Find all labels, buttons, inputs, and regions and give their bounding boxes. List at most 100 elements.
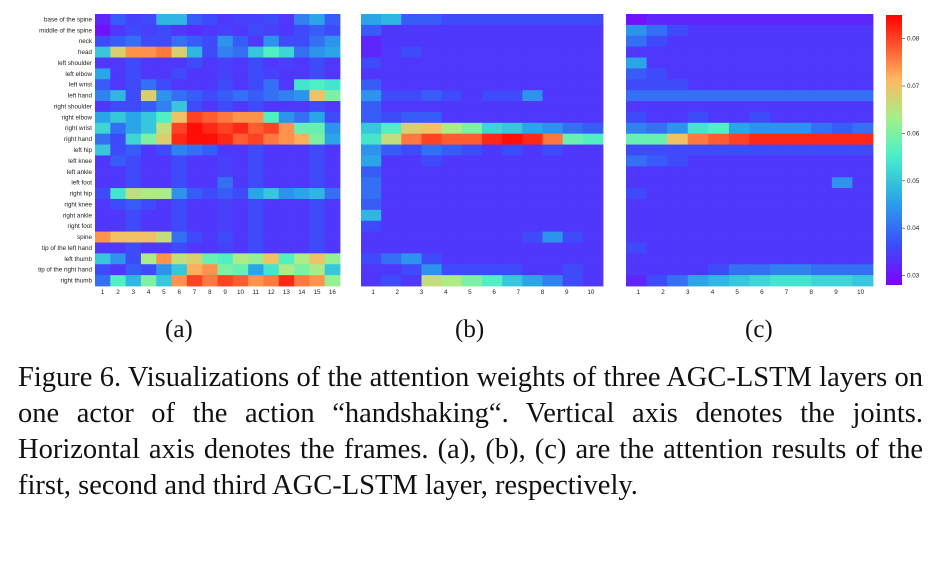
heatmap-cell (202, 177, 218, 189)
heatmap-cell (186, 79, 203, 91)
heatmap-cell (125, 90, 142, 102)
heatmap-cell (294, 101, 310, 113)
heatmap-cell (202, 57, 218, 69)
heatmap-cell (562, 275, 584, 287)
heatmap-cell (278, 264, 295, 276)
heatmap-cell (171, 68, 188, 80)
heatmap-cell (125, 111, 142, 124)
heatmap-cell (401, 24, 422, 37)
heatmap-cell (263, 90, 280, 102)
x-tick-label: 9 (565, 289, 569, 296)
heatmap-cell (582, 14, 604, 26)
heatmap-cell (831, 133, 853, 145)
heatmap-cell (582, 220, 604, 232)
heatmap-cell (95, 275, 111, 287)
heatmap-cell (441, 275, 463, 287)
heatmap-cell (401, 57, 422, 69)
heatmap-cell (441, 14, 463, 26)
heatmap-cell (401, 35, 422, 48)
heatmap-cell (125, 242, 142, 254)
heatmap-cell (646, 101, 668, 113)
heatmap-cell (278, 101, 295, 113)
heatmap-cell (522, 101, 543, 113)
heatmap-cell (811, 46, 833, 58)
heatmap-cell (294, 46, 310, 58)
heatmap-cell (749, 57, 771, 69)
heatmap-cell (562, 198, 584, 211)
colorbar: 0.03 0.04 0.05 0.06 0.07 0.08 (886, 15, 920, 285)
heatmap-cell (626, 133, 647, 145)
heatmap-cell (646, 166, 668, 178)
heatmap-cell (708, 209, 730, 222)
x-tick-label: 8 (809, 289, 813, 296)
heatmap-cell (831, 242, 853, 254)
heatmap-cell (171, 35, 188, 48)
heatmap-cell (156, 209, 172, 222)
heatmap-cell (582, 79, 604, 91)
heatmap-cell (140, 144, 157, 156)
heatmap-cell (156, 231, 172, 243)
heatmap-cell (95, 177, 111, 189)
heatmap-cell (263, 122, 280, 135)
heatmap-cell (482, 133, 503, 145)
heatmap-cell (790, 90, 812, 102)
heatmap-cell (324, 111, 341, 124)
heatmap-cell (461, 209, 483, 222)
heatmap-cell (278, 14, 295, 26)
heatmap-cell (522, 166, 543, 178)
heatmap-cell (361, 242, 382, 254)
heatmap-cell (790, 188, 812, 200)
heatmap-cell (217, 253, 234, 265)
x-tick-label: 9 (223, 289, 227, 296)
heatmap-cell (708, 220, 730, 232)
heatmap-cell (381, 133, 402, 145)
heatmap-cell (421, 111, 443, 124)
heatmap-cell (441, 155, 463, 167)
heatmap-cell (749, 90, 771, 102)
heatmap-cell (361, 166, 382, 178)
heatmap-cell (749, 209, 771, 222)
heatmap-cell (522, 79, 543, 91)
x-tick-label: 13 (283, 289, 291, 296)
heatmap-cell (562, 133, 584, 145)
heatmap-cell (401, 68, 422, 80)
heatmap-cell (186, 101, 203, 113)
x-tick-label: 7 (785, 289, 789, 296)
heatmap-cell (562, 188, 584, 200)
heatmap-cell (263, 155, 280, 167)
heatmap-cell (324, 35, 341, 48)
heatmap-cell (110, 144, 127, 156)
heatmap-cell (852, 35, 874, 48)
heatmap-cell (248, 111, 264, 124)
heatmap-cell (582, 166, 604, 178)
heatmap-cell (502, 209, 523, 222)
heatmap-cell (186, 68, 203, 80)
heatmap-cell (687, 24, 709, 37)
heatmap-cell (294, 166, 310, 178)
heatmap-cell (278, 144, 295, 156)
heatmap-cell (728, 101, 750, 113)
heatmap-cell (278, 111, 295, 124)
heatmap-cell (186, 46, 203, 58)
heatmap-cell (217, 198, 234, 211)
heatmap-cell (186, 231, 203, 243)
heatmap-cell (542, 177, 564, 189)
heatmap-cell (811, 111, 833, 124)
heatmap-cell (852, 242, 874, 254)
heatmap-cell (401, 242, 422, 254)
heatmap-cell (728, 68, 750, 80)
heatmap-cell (232, 79, 249, 91)
heatmap-cell (309, 275, 326, 287)
heatmap-cell (361, 231, 382, 243)
heatmap-cell (542, 144, 564, 156)
heatmap-cell (626, 264, 647, 276)
heatmap-cell (156, 166, 172, 178)
heatmap-cell (171, 79, 188, 91)
heatmap-cell (562, 209, 584, 222)
heatmap-cell (811, 253, 833, 265)
heatmap-cell (687, 209, 709, 222)
heatmap-cell (582, 111, 604, 124)
heatmap-cell (421, 231, 443, 243)
heatmap-cell (667, 122, 689, 135)
heatmap-cell (263, 231, 280, 243)
